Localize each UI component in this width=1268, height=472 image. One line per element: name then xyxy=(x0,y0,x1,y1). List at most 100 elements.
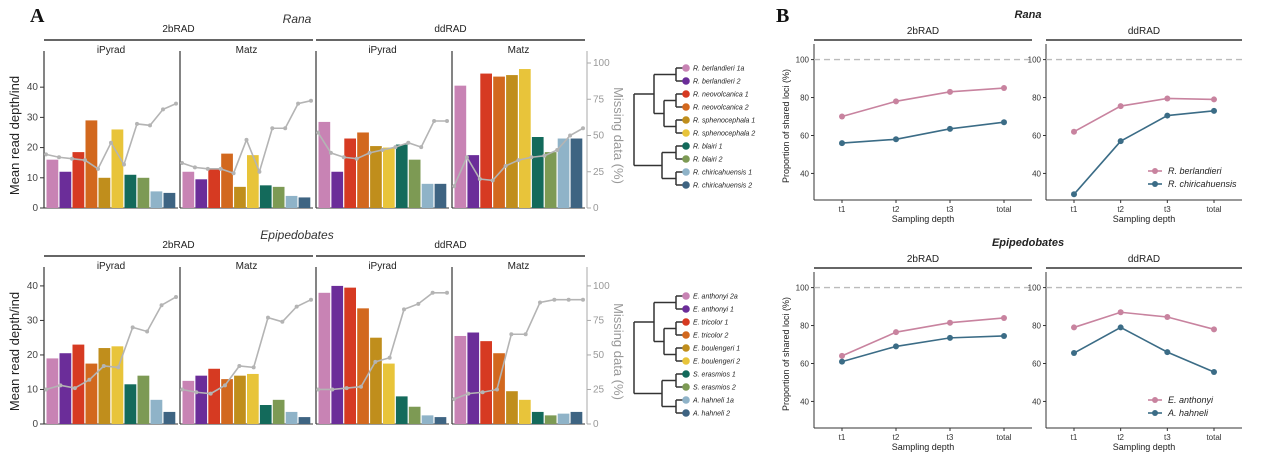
tip-dot xyxy=(682,344,690,352)
missing-data-point xyxy=(283,126,288,131)
missing-data-point xyxy=(57,155,61,160)
x-tick-label: t3 xyxy=(1164,205,1171,214)
missing-data-point xyxy=(174,294,178,299)
series-point xyxy=(1211,96,1217,103)
missing-data-point xyxy=(344,386,349,391)
missing-data-point xyxy=(495,387,499,392)
method-label: ddRAD xyxy=(1128,26,1160,37)
missing-data-point xyxy=(266,315,270,320)
phylo-tree: E. anthonyi 2a E. anthonyi 1 E. tricolor 1… xyxy=(633,292,740,418)
missing-data-point xyxy=(87,377,92,382)
y-tick-label: 40 xyxy=(27,281,39,292)
bar xyxy=(259,185,272,208)
y-tick-label: 20 xyxy=(27,143,39,154)
bar xyxy=(150,399,163,424)
series-point xyxy=(893,136,899,143)
bar xyxy=(493,76,505,208)
y-tick-label: 40 xyxy=(800,397,809,406)
bar xyxy=(344,287,356,424)
y-tick-label: 100 xyxy=(1028,284,1042,293)
bar xyxy=(467,155,480,208)
bar xyxy=(318,121,331,208)
bar xyxy=(434,417,447,424)
bar xyxy=(570,411,583,424)
missing-data-point xyxy=(145,329,150,334)
missing-data-point xyxy=(130,325,135,330)
tip-dot xyxy=(682,142,690,150)
bar xyxy=(493,353,505,424)
x-tick-label: t3 xyxy=(947,205,954,214)
method-label: ddRAD xyxy=(434,240,466,251)
missing-data-point xyxy=(44,387,48,392)
missing-data-point xyxy=(529,155,534,160)
right-tick-label: 0 xyxy=(593,203,599,214)
y-tick-label: 60 xyxy=(1032,359,1041,368)
missing-data-point xyxy=(109,140,113,145)
missing-data-point xyxy=(452,397,456,402)
chart-title: Epipedobates xyxy=(260,228,333,242)
x-tick-label: total xyxy=(996,205,1011,214)
tip-label: R. berlandieri 1a xyxy=(693,66,744,73)
series-point xyxy=(947,125,953,132)
bar xyxy=(519,69,531,209)
missing-data-point xyxy=(402,307,406,312)
missing-data-line xyxy=(45,102,177,171)
bar xyxy=(150,191,163,208)
missing-data-point xyxy=(251,365,256,370)
series-point xyxy=(893,329,899,336)
y-axis-label: Proportion of shared loci (%) xyxy=(781,297,791,411)
missing-data-point xyxy=(309,297,313,302)
series-point xyxy=(1117,138,1124,145)
series-point xyxy=(1001,332,1007,339)
missing-data-point xyxy=(542,153,547,158)
right-axis-label: Missing data (%) xyxy=(611,87,626,184)
missing-data-line xyxy=(318,292,447,391)
missing-data-point xyxy=(380,148,385,152)
bar xyxy=(234,186,246,208)
bar xyxy=(124,384,137,424)
method-label: ddRAD xyxy=(1128,254,1160,265)
missing-data-point xyxy=(72,386,77,391)
missing-data-point xyxy=(192,165,197,170)
missing-data-point xyxy=(477,177,482,181)
bar xyxy=(182,380,195,424)
bar xyxy=(272,186,285,208)
tip-dot xyxy=(682,305,690,313)
right-tick-label: 100 xyxy=(593,281,610,292)
bar xyxy=(208,368,220,424)
tip-label: A. hahneli 2 xyxy=(692,411,730,418)
bar xyxy=(98,348,111,424)
method-label: 2bRAD xyxy=(907,26,939,37)
x-axis-label: Sampling depth xyxy=(1113,442,1176,452)
bar xyxy=(182,171,195,208)
right-tick-label: 50 xyxy=(593,131,605,142)
missing-data-point xyxy=(387,355,392,360)
bar xyxy=(557,138,570,208)
bar xyxy=(506,75,518,208)
bar xyxy=(421,415,434,424)
missing-data-point xyxy=(244,137,249,142)
missing-data-point xyxy=(159,303,164,308)
x-tick-label: t3 xyxy=(1164,433,1171,442)
series-point xyxy=(1211,369,1217,376)
missing-data-point xyxy=(432,119,437,123)
tip-dot xyxy=(682,331,690,339)
y-tick-label: 60 xyxy=(800,359,809,368)
series-point xyxy=(1211,107,1217,114)
missing-data-point xyxy=(231,171,236,176)
missing-data-point xyxy=(58,383,63,388)
tip-label: R. berlandieri 2 xyxy=(693,79,741,86)
missing-data-point xyxy=(294,304,299,309)
missing-data-point xyxy=(316,130,320,135)
pipeline-label: iPyrad xyxy=(97,45,125,56)
tip-label: E. tricolor 1 xyxy=(693,320,729,327)
bar xyxy=(331,285,344,424)
tip-label: R. chiricahuensis 2 xyxy=(693,183,752,190)
y-axis-label: Mean read depth/ind xyxy=(7,292,22,411)
bar xyxy=(531,411,544,424)
tip-dot xyxy=(682,168,690,176)
bar xyxy=(519,399,531,424)
missing-data-point xyxy=(83,158,87,163)
missing-data-point xyxy=(280,319,285,324)
series-point xyxy=(839,358,845,365)
